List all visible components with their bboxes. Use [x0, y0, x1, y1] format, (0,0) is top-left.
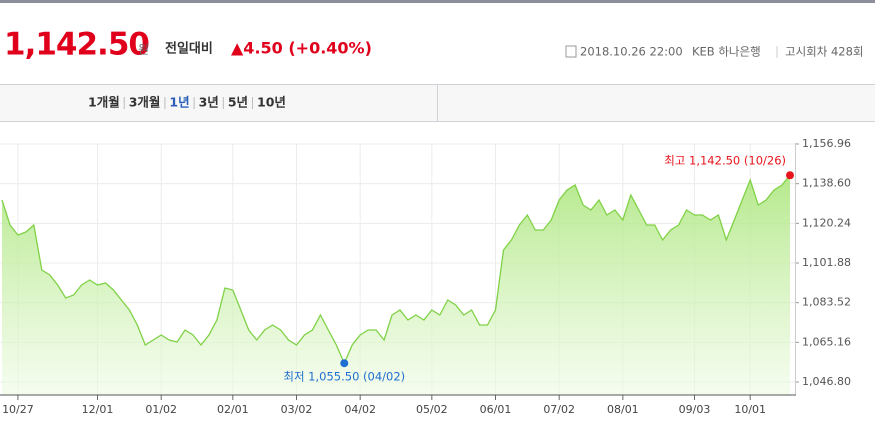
x-tick-label: 02/01: [217, 403, 249, 416]
bank: KEB 하나은행: [692, 45, 761, 59]
datetime: 2018.10.26 22:00: [580, 45, 683, 59]
high-point: [786, 171, 794, 180]
x-tick-label: 08/01: [607, 403, 639, 416]
x-tick-label: 01/02: [145, 403, 177, 416]
notice: 고시회차 428회: [785, 45, 864, 59]
rate-line: [1, 174, 791, 365]
x-tick-label: 05/02: [416, 403, 448, 416]
y-tick-label: 1,101.88: [802, 256, 851, 269]
price-unit: 원: [138, 43, 149, 57]
high-label: 최고 1,142.50 (10/26): [664, 154, 786, 168]
x-tick-label: 10/27: [2, 403, 34, 416]
period-tab[interactable]: 3개월: [129, 95, 161, 110]
x-tick-label: 03/02: [281, 403, 313, 416]
period-tab[interactable]: 1개월: [88, 95, 120, 110]
x-tick-label: 09/03: [679, 403, 711, 416]
change-label: 전일대비: [165, 41, 213, 57]
period-tab[interactable]: 1년: [169, 95, 189, 110]
period-tab[interactable]: 10년: [257, 95, 286, 110]
y-tick-label: 1,046.80: [802, 375, 851, 388]
y-tick-label: 1,083.52: [802, 296, 851, 309]
x-tick-label: 12/01: [82, 403, 114, 416]
price: 1,142.50: [4, 27, 149, 63]
calendar-icon: [565, 45, 577, 58]
change: ▲4.50 (+0.40%): [231, 39, 372, 58]
top-border: [0, 0, 875, 3]
low-label: 최저 1,055.50 (04/02): [283, 370, 405, 384]
low-point: [340, 359, 349, 368]
x-tick-label: 04/02: [344, 403, 376, 416]
y-tick-label: 1,065.16: [802, 335, 851, 348]
y-tick-label: 1,120.24: [802, 216, 851, 229]
y-tick-label: 1,156.96: [802, 137, 851, 150]
x-tick-label: 06/01: [480, 403, 512, 416]
area-fill: [2, 175, 790, 395]
period-tab[interactable]: 3년: [199, 95, 219, 110]
x-tick-label: 07/02: [543, 403, 575, 416]
period-tab[interactable]: 5년: [228, 95, 248, 110]
y-tick-label: 1,138.60: [802, 177, 851, 190]
x-tick-label: 10/01: [734, 403, 766, 416]
